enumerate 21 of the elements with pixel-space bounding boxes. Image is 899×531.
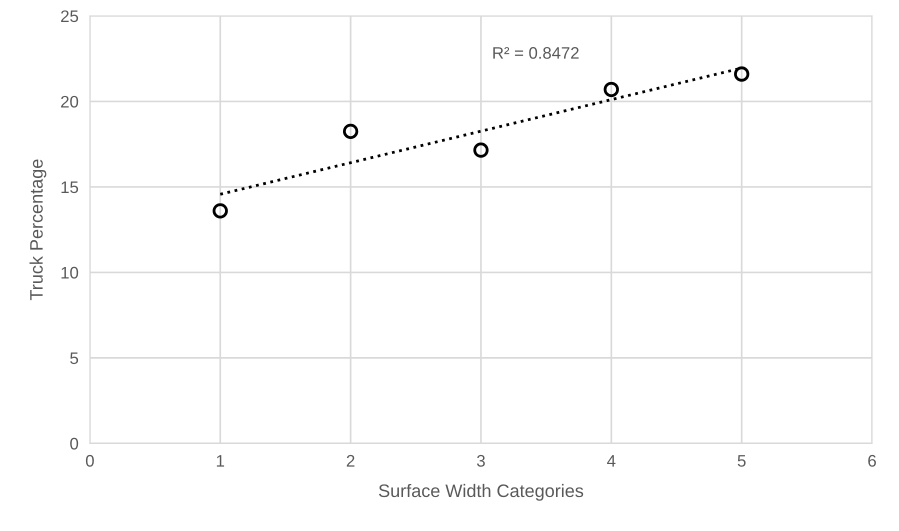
x-tick-label: 1: [216, 455, 224, 467]
x-tick-label: 6: [868, 454, 876, 467]
point: [604, 82, 619, 98]
x-tick-label: 2: [346, 454, 354, 467]
y-tick-label: 0: [70, 438, 78, 450]
y-tick-label: 5: [70, 352, 78, 364]
x-tick-label: 0: [86, 454, 94, 467]
point: [734, 66, 750, 82]
x-tick-label: 5: [738, 455, 746, 467]
point: [473, 142, 489, 158]
x-tick-label: 4: [607, 455, 616, 467]
y-tick-label: 15: [62, 181, 78, 194]
x-tick-label: 3: [476, 454, 485, 467]
annotation: R² = 0.8472: [493, 47, 579, 59]
x-axis-title: Surface Width Categories: [378, 484, 584, 501]
point: [212, 203, 228, 218]
y-tick-label: 10: [62, 266, 78, 279]
y-tick-label: 25: [61, 10, 78, 22]
point: [342, 124, 358, 139]
y-tick-label: 20: [61, 96, 78, 108]
y-axis-title: Truck Percentage: [30, 160, 46, 300]
